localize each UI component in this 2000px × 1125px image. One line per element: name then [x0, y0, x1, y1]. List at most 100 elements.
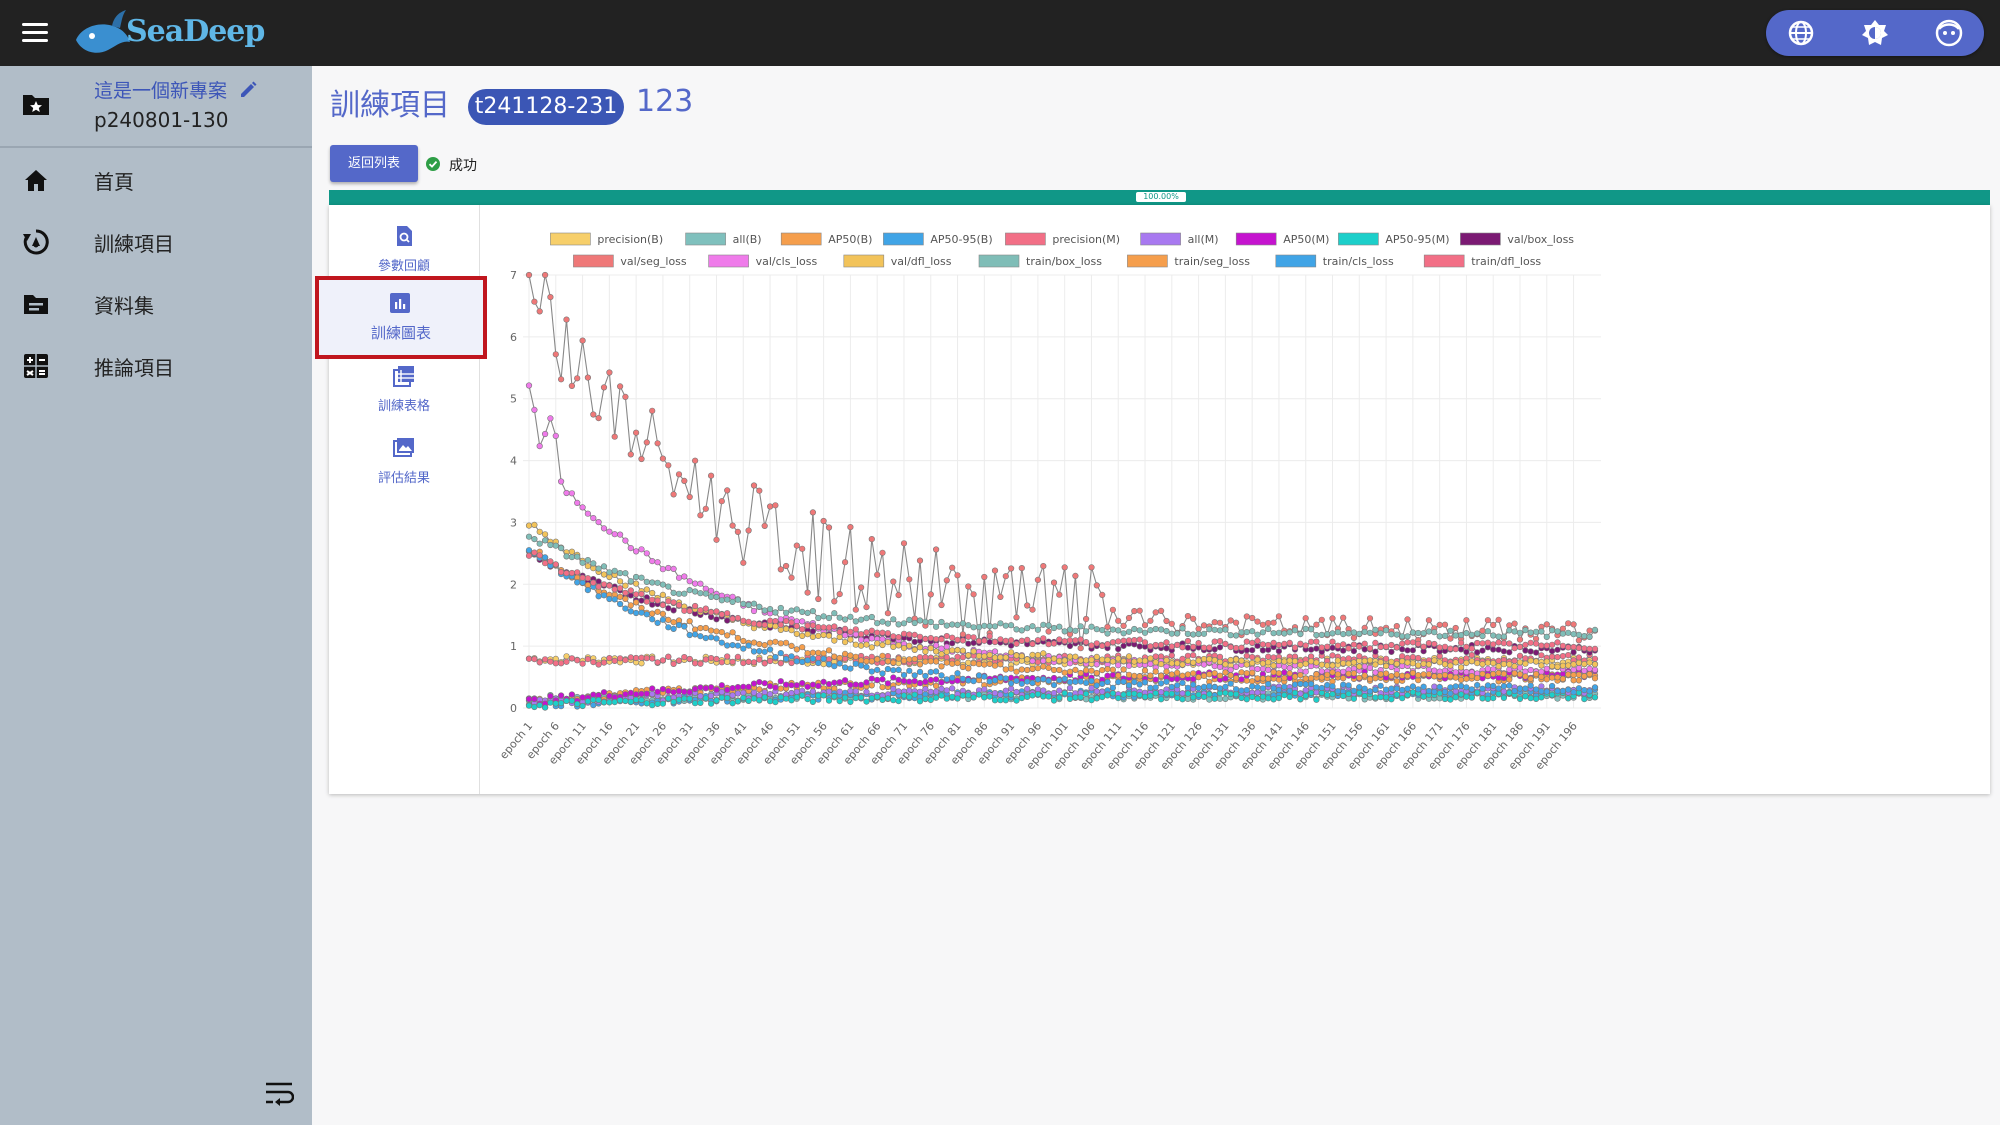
data-point [1211, 683, 1218, 691]
data-point [1206, 644, 1213, 651]
data-point [783, 695, 790, 702]
data-point [1452, 659, 1459, 666]
sidebar-item-training[interactable]: 訓練項目 [0, 212, 312, 272]
globe-icon[interactable] [1786, 18, 1816, 48]
data-point [793, 606, 800, 613]
data-point [916, 661, 924, 668]
data-point [713, 616, 720, 623]
legend-swatch [1235, 232, 1277, 246]
data-point [579, 504, 586, 511]
data-point [842, 632, 849, 639]
sidebar-item-dataset[interactable]: 資料集 [0, 274, 312, 334]
data-point [1066, 695, 1074, 703]
data-point [1393, 678, 1400, 685]
data-point [1334, 671, 1342, 678]
data-point [557, 545, 565, 552]
data-point [858, 642, 865, 649]
data-point [959, 675, 967, 683]
data-point [900, 630, 908, 637]
tab-train-chart[interactable]: 訓練圖表 [315, 276, 487, 359]
data-point [1211, 638, 1218, 645]
data-point [1238, 676, 1245, 683]
tab-param-review[interactable]: 參數回顧 [329, 215, 479, 285]
data-point [1500, 670, 1508, 678]
collapse-sidebar-icon[interactable] [264, 1080, 295, 1106]
data-point [1115, 672, 1122, 679]
data-point [1468, 694, 1475, 701]
data-point [1591, 626, 1599, 634]
data-point [1088, 564, 1095, 571]
data-point [750, 639, 758, 646]
data-point [557, 700, 565, 707]
data-point [536, 702, 543, 709]
data-point [933, 546, 940, 553]
data-point [579, 574, 586, 581]
tab-train-table[interactable]: 訓練表格 [329, 355, 479, 425]
data-point [1575, 685, 1582, 692]
data-point [675, 688, 683, 695]
data-point [890, 643, 897, 651]
data-point [633, 591, 640, 598]
data-point [1216, 658, 1224, 666]
data-point [1243, 647, 1250, 654]
data-point [1034, 676, 1042, 683]
data-point [1147, 692, 1154, 699]
data-point [863, 629, 870, 636]
data-point [1340, 692, 1347, 700]
project-name[interactable]: 這是一個新專案 [94, 80, 228, 102]
data-point [740, 645, 747, 652]
data-point [584, 563, 591, 570]
data-point [900, 540, 908, 547]
brightness-icon[interactable] [1860, 18, 1890, 48]
data-point [1249, 628, 1256, 635]
logo[interactable]: SeaDeep [72, 6, 265, 60]
sidebar-item-inference[interactable]: 推論項目 [0, 336, 312, 396]
data-point [986, 693, 993, 700]
data-point [1345, 645, 1352, 652]
data-point [568, 490, 575, 497]
data-point [954, 647, 961, 654]
data-point [783, 609, 790, 616]
data-point [1516, 659, 1524, 666]
data-point [1318, 668, 1325, 675]
data-point [1195, 625, 1202, 633]
data-point [852, 688, 859, 695]
data-point [692, 580, 699, 587]
data-point [665, 616, 672, 624]
data-point [595, 661, 602, 668]
sidebar-item-home[interactable]: 首頁 [0, 150, 312, 210]
data-point [1522, 627, 1529, 634]
data-point [729, 658, 736, 666]
data-point [895, 621, 902, 628]
data-point [970, 694, 977, 701]
data-point [1254, 675, 1261, 682]
data-point [1045, 622, 1052, 629]
data-point [799, 618, 806, 625]
data-point [1168, 652, 1175, 659]
data-point [1275, 641, 1283, 649]
back-to-list-button[interactable]: 返回列表 [330, 145, 418, 182]
data-point [713, 697, 720, 704]
data-point [1302, 692, 1309, 700]
data-point [547, 558, 554, 565]
data-point [1093, 653, 1100, 661]
data-point [1565, 662, 1572, 669]
home-icon [22, 166, 50, 194]
tab-eval-results[interactable]: 評估結果 [329, 427, 479, 497]
data-point [643, 700, 650, 707]
data-point [1575, 644, 1582, 652]
data-point [1372, 648, 1379, 655]
edit-icon[interactable] [238, 80, 258, 100]
data-point [1077, 636, 1084, 643]
data-point [670, 565, 677, 573]
legend-swatch [1275, 254, 1317, 268]
face-icon[interactable] [1934, 18, 1964, 48]
data-point [1211, 663, 1218, 670]
data-point [1581, 673, 1588, 680]
data-point [1227, 672, 1234, 679]
data-point [611, 586, 618, 593]
data-point [1500, 633, 1508, 640]
data-point [970, 648, 977, 655]
menu-icon[interactable] [22, 20, 50, 46]
data-point [1570, 621, 1577, 628]
